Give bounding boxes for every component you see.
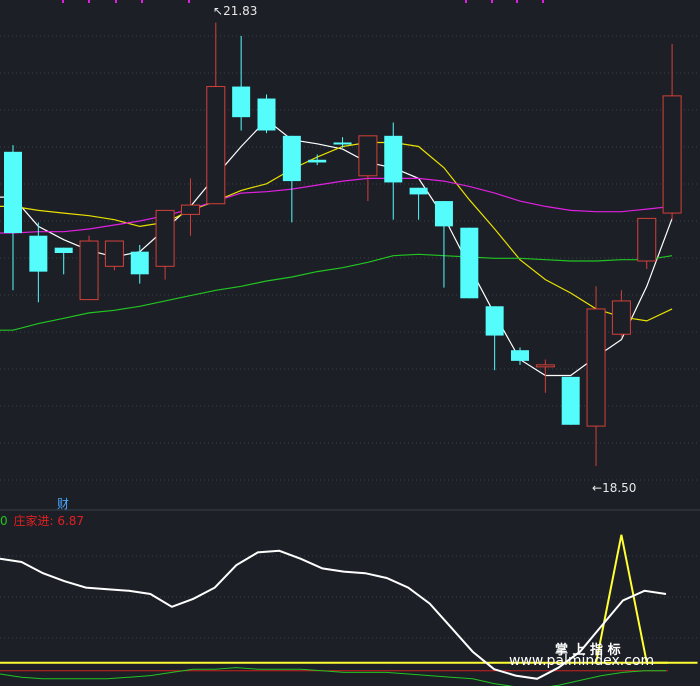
- candle-body: [155, 209, 175, 267]
- candle-2: [54, 247, 73, 275]
- top-tick-3: [141, 0, 143, 3]
- top-tick-0: [62, 0, 64, 3]
- candle-24: [611, 290, 631, 337]
- top-tick-5: [465, 0, 467, 3]
- high-arrow-icon: ↖: [213, 4, 224, 18]
- candle-body: [130, 251, 149, 275]
- candle-body: [333, 142, 352, 145]
- candle-23: [586, 286, 606, 467]
- candle-body: [460, 227, 479, 299]
- candle-body: [79, 240, 99, 301]
- indicator-zero: 0: [0, 514, 8, 528]
- top-tick-8: [542, 0, 544, 3]
- indicator-header: 0 庄家进: 6.87: [0, 512, 84, 529]
- candle-body: [206, 86, 226, 205]
- cai-icon[interactable]: 财: [57, 497, 70, 511]
- top-tick-7: [516, 0, 518, 3]
- candle-13: [333, 137, 352, 148]
- candle-body: [535, 364, 555, 368]
- candle-20: [511, 347, 529, 365]
- ma60-line: [0, 253, 673, 331]
- low-marker-value: 18.50: [602, 481, 637, 495]
- candle-body: [485, 306, 504, 336]
- candle-21: [535, 359, 555, 393]
- candle-body: [54, 247, 73, 254]
- candle-body: [282, 135, 301, 182]
- top-tick-6: [491, 0, 493, 3]
- candle-6: [155, 209, 175, 280]
- candle-body: [308, 159, 327, 163]
- top-tick-2: [115, 0, 117, 3]
- candle-body: [29, 235, 48, 272]
- candle-body: [637, 217, 657, 262]
- candle-8: [206, 22, 226, 205]
- ma20-line: [0, 177, 673, 234]
- candle-body: [409, 187, 428, 195]
- candle-body: [384, 135, 403, 183]
- candle-body: [104, 240, 124, 267]
- candle-body: [358, 135, 378, 177]
- candle-15: [384, 122, 403, 220]
- indicator-name: 庄家进: 6.87: [13, 514, 85, 528]
- candle-body: [232, 86, 251, 118]
- candle-25: [637, 217, 657, 269]
- candle-7: [180, 178, 200, 236]
- watermark-url: www.palmindex.com: [509, 653, 655, 669]
- candle-body: [257, 98, 276, 131]
- candle-9: [232, 35, 251, 131]
- candle-10: [257, 94, 276, 134]
- top-tick-4: [188, 0, 190, 3]
- indicator-white-line: [0, 549, 667, 680]
- candle-0: [4, 145, 22, 291]
- ma5-line: [0, 118, 673, 377]
- candle-body: [4, 151, 22, 234]
- candle-4: [104, 240, 124, 271]
- candle-1: [29, 222, 48, 303]
- candle-22: [561, 376, 580, 425]
- candle-26: [662, 43, 682, 220]
- top-tick-1: [88, 0, 90, 3]
- indicator-yellow-spike: [595, 534, 698, 664]
- candle-11: [282, 135, 301, 223]
- top-tick-marks: [62, 0, 544, 3]
- candle-12: [308, 154, 327, 166]
- candle-body: [586, 308, 606, 427]
- candle-body: [561, 376, 580, 425]
- moving-averages: [0, 118, 673, 377]
- candle-19: [485, 306, 504, 371]
- candle-17: [434, 201, 453, 288]
- candle-16: [409, 187, 428, 220]
- candle-5: [130, 245, 149, 284]
- low-arrow-icon: ←: [592, 481, 603, 495]
- watermark-cn: 掌 上 指 标: [555, 643, 621, 658]
- candlesticks: [4, 22, 682, 467]
- candle-body: [611, 300, 631, 335]
- low-marker: ←18.50: [592, 481, 636, 495]
- candle-body: [434, 201, 453, 227]
- candle-14: [358, 135, 378, 202]
- candle-body: [662, 95, 682, 214]
- candle-18: [460, 227, 479, 299]
- ma10-line: [0, 141, 673, 322]
- candle-3: [79, 235, 99, 301]
- candle-body: [180, 204, 200, 215]
- high-marker: ↖21.83: [213, 4, 257, 18]
- indicator-panel: [0, 534, 700, 686]
- candle-body: [511, 350, 529, 361]
- high-marker-value: 21.83: [223, 4, 258, 18]
